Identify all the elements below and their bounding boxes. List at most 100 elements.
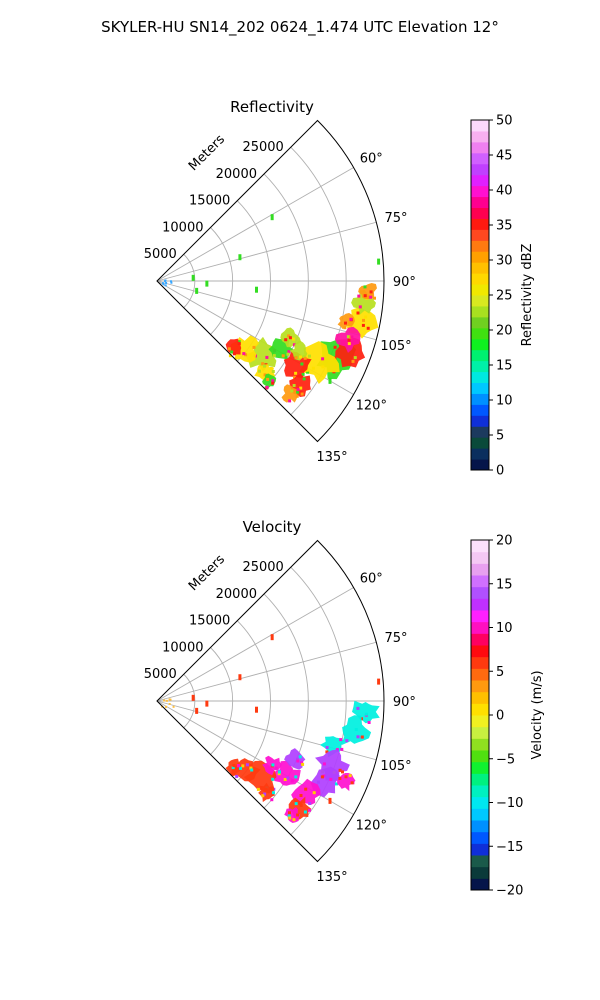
echo-cell <box>337 773 356 792</box>
colorbar-swatch <box>471 240 489 252</box>
colorbar-tick-label: 0 <box>496 709 504 724</box>
colorbar-swatch <box>471 691 489 704</box>
colorbar-swatch <box>471 295 489 307</box>
echo-speck <box>172 705 175 708</box>
colorbar-tick-label: 50 <box>496 114 513 129</box>
echo-speck <box>252 357 255 360</box>
echo-speck <box>301 372 305 376</box>
colorbar-swatch <box>471 273 489 285</box>
echo-speck <box>344 775 348 779</box>
echo-speck <box>236 764 240 768</box>
echo-speck <box>235 774 239 778</box>
echo-speck <box>356 311 360 315</box>
echo-speck <box>164 284 167 287</box>
echo-speck <box>300 362 304 366</box>
echo-speck <box>271 777 275 781</box>
colorbar-swatch <box>471 218 489 230</box>
echo-speck <box>311 366 315 370</box>
echo-speck <box>316 780 320 784</box>
echo-speck <box>271 379 275 383</box>
azimuth-tick-label: 120° <box>356 399 387 414</box>
figure-suptitle: SKYLER-HU SN14_202 0624_1.474 UTC Elevat… <box>101 18 499 37</box>
radial-tick-label: 5000 <box>144 247 177 262</box>
echo-speck <box>351 359 355 363</box>
echo-speck <box>231 766 235 770</box>
colorbar-swatch <box>471 808 489 821</box>
colorbar-swatch <box>471 437 489 449</box>
colorbar-swatch <box>471 633 489 646</box>
echo-speck <box>346 335 350 339</box>
echo-speck <box>295 394 299 398</box>
echo-speck <box>301 762 305 766</box>
echo-speck <box>366 326 370 330</box>
echo-speck <box>164 280 167 283</box>
echo-speck <box>294 371 298 375</box>
echo-speck <box>322 762 326 766</box>
echo-speck <box>286 776 290 780</box>
echo-speck <box>250 768 254 772</box>
echo-speck <box>303 356 307 360</box>
echo-speck <box>296 813 300 817</box>
colorbar-swatch <box>471 610 489 623</box>
colorbar-tick-label: 25 <box>496 289 513 304</box>
colorbar-swatch <box>471 551 489 564</box>
echo-speck <box>304 787 308 791</box>
azimuth-spoke <box>156 221 377 282</box>
radial-tick-label: 5000 <box>144 667 177 682</box>
radar-echoes <box>161 634 381 823</box>
colorbar-swatch <box>471 371 489 383</box>
echo-speck <box>271 763 275 767</box>
echo-speck <box>305 368 309 372</box>
echo-cell <box>284 748 306 770</box>
echo-cell <box>225 338 242 355</box>
reflectivity-title: Reflectivity <box>230 98 314 116</box>
colorbar-tick-label: 20 <box>496 534 513 549</box>
echo-speck <box>195 707 199 714</box>
echo-speck <box>283 778 287 781</box>
echo-speck <box>165 281 168 284</box>
colorbar-swatch <box>471 563 489 576</box>
colorbar-swatch <box>471 426 489 438</box>
echo-speck <box>367 721 371 724</box>
echo-speck <box>292 384 296 387</box>
echo-speck <box>284 338 288 342</box>
echo-speck <box>360 717 363 721</box>
azimuth-tick-label: 60° <box>360 151 383 166</box>
echo-speck <box>356 706 360 710</box>
echo-speck <box>162 283 165 286</box>
echo-speck <box>270 214 274 221</box>
echo-speck <box>241 764 245 768</box>
colorbar-swatch <box>471 251 489 263</box>
echo-speck <box>302 377 306 381</box>
echo-speck <box>228 354 232 358</box>
colorbar-swatch <box>471 668 489 681</box>
echo-speck <box>363 285 367 289</box>
echo-speck <box>205 280 209 287</box>
azimuth-tick-label: 120° <box>356 819 387 834</box>
echo-speck <box>341 770 344 774</box>
echo-cell <box>337 313 355 329</box>
azimuth-spoke <box>156 280 377 341</box>
colorbar-swatch <box>471 656 489 669</box>
colorbar-swatch <box>471 750 489 763</box>
echo-speck <box>370 293 373 297</box>
colorbar-tick-label: −5 <box>496 752 515 767</box>
colorbar-swatch <box>471 327 489 340</box>
echo-cell <box>284 807 300 823</box>
echo-speck <box>347 342 351 346</box>
echo-speck <box>357 294 361 298</box>
echo-speck <box>348 774 352 778</box>
echo-speck <box>364 712 368 716</box>
echo-speck <box>265 355 269 359</box>
colorbar-swatch <box>471 415 489 427</box>
colorbar-swatch <box>471 761 489 774</box>
echo-speck <box>333 345 337 349</box>
echo-speck <box>284 356 288 359</box>
colorbar-swatch <box>471 831 489 844</box>
colorbar-swatch <box>471 878 489 891</box>
echo-speck <box>163 699 166 702</box>
echo-speck <box>288 399 292 403</box>
colorbar-tick-label: 30 <box>496 254 513 269</box>
echo-speck <box>227 347 231 351</box>
